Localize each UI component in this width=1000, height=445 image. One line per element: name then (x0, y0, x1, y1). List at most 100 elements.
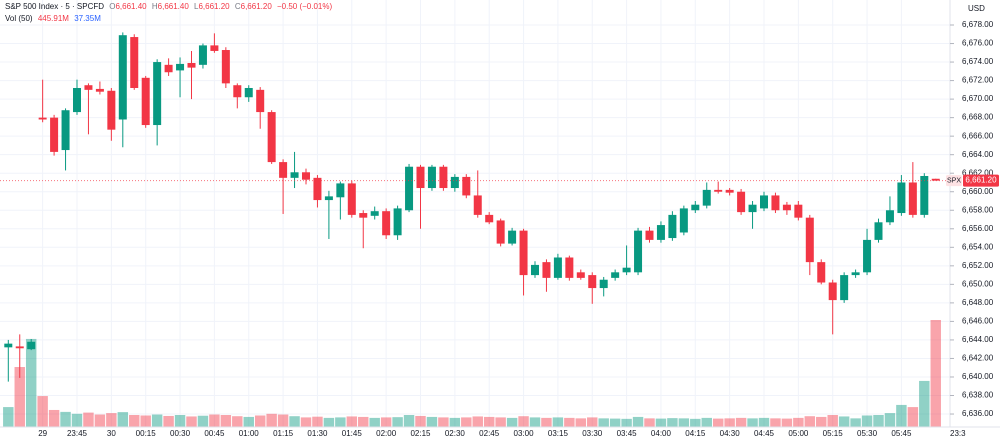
volume-bar (609, 418, 621, 427)
x-tick-label: 05:15 (823, 429, 844, 438)
legend-line-1: S&P 500 Index · 5 · SPCFD O6,661.40 H6,6… (5, 2, 332, 11)
symbol-title: S&P 500 Index · 5 · SPCFD (5, 2, 104, 11)
volume-bar (289, 416, 300, 427)
candle-body (73, 87, 81, 113)
volume-bar (575, 418, 587, 427)
x-tick-label: 02:45 (479, 429, 500, 438)
candle-body (61, 110, 70, 151)
candle-body (702, 189, 711, 206)
last-price-label: 6,661.20 (965, 176, 997, 185)
volume-bar (655, 418, 667, 427)
volume-bar (94, 414, 106, 427)
y-tick-label: 6,648.00 (962, 298, 994, 307)
volume-bar (243, 416, 254, 427)
volume-bar (667, 418, 678, 427)
y-tick-label: 6,676.00 (962, 39, 994, 48)
volume-bar (60, 411, 71, 427)
x-tick-label: 03:30 (582, 429, 603, 438)
candle-body (645, 230, 654, 240)
volume-bar (678, 418, 690, 427)
volume-bar (117, 412, 129, 427)
candle-body (370, 211, 379, 216)
candle-body (393, 208, 402, 236)
x-tick-label: 00:15 (136, 429, 157, 438)
candle-body (359, 213, 368, 218)
volume-bar (369, 417, 380, 427)
y-tick-label: 6,656.00 (962, 224, 994, 233)
x-tick-label: 05:45 (891, 429, 912, 438)
candle-body (164, 64, 173, 73)
candle-body (496, 220, 505, 244)
candle-body (4, 343, 13, 348)
volume-bar (701, 417, 712, 427)
ohlc-value: 6,661.20 (241, 2, 273, 11)
candle-body (324, 196, 333, 201)
ohlc-value: 6,661.40 (158, 2, 190, 11)
volume-bar (346, 416, 358, 427)
y-tick-label: 6,672.00 (962, 76, 994, 85)
candle-body (416, 166, 425, 189)
y-tick-label: 6,644.00 (962, 335, 994, 344)
candle-body (794, 204, 803, 218)
candle-body (382, 211, 391, 236)
candle-body (50, 117, 59, 152)
x-tick-label: 05:00 (788, 429, 809, 438)
volume-label: Vol (50) (5, 14, 33, 23)
ohlc-letter: L (194, 2, 199, 11)
y-tick-label: 6,646.00 (962, 317, 994, 326)
x-tick-label: 01:15 (273, 429, 294, 438)
volume-bar (541, 417, 552, 427)
volume-bar (335, 417, 346, 427)
candle-body (931, 178, 940, 181)
volume-bar (25, 338, 37, 427)
candle-body (153, 62, 162, 126)
volume-bar (461, 417, 472, 427)
y-tick-label: 6,658.00 (962, 205, 994, 214)
volume-bar (529, 417, 541, 427)
candle-body (267, 112, 276, 163)
x-tick-label: 02:00 (376, 429, 397, 438)
axes: 6,636.00 6,638.00 6,640.00 6,642.00 6,644.00… (0, 20, 999, 438)
candle-body (611, 272, 620, 278)
candle-body (290, 172, 299, 178)
x-tick-label: 05:30 (857, 429, 878, 438)
y-tick-label: 6,650.00 (962, 279, 994, 288)
volume-bar (632, 416, 644, 427)
volume-bar (827, 415, 838, 427)
volume-bar (564, 417, 575, 427)
volume-bar (392, 417, 403, 427)
volume-bar (380, 417, 392, 427)
volume-bar (587, 417, 598, 427)
candle-body (542, 262, 551, 278)
volume-bar (129, 415, 140, 427)
candle-body (851, 272, 860, 276)
ohlc-letter: H (152, 2, 158, 11)
volume-bar (506, 417, 518, 427)
volume-bar (300, 417, 312, 427)
x-tick-label: 23:3 (950, 429, 966, 438)
x-tick-label: 02:30 (445, 429, 466, 438)
last-price-box (963, 174, 999, 187)
candle-body (233, 85, 242, 98)
volume-bar (163, 415, 174, 427)
volume-bar (770, 418, 781, 427)
candle-body (565, 257, 574, 278)
y-tick-label: 6,660.00 (962, 187, 994, 196)
candle-body (336, 183, 345, 198)
legend-line-2: Vol (50) 445.91M 37.35M (5, 14, 101, 23)
x-tick-label: 30 (107, 429, 116, 438)
volume-bar (644, 418, 655, 427)
candle-body (874, 222, 883, 240)
candle-body (668, 214, 677, 239)
y-tick-label: 6,652.00 (962, 261, 994, 270)
ohlc-value: 6,661.40 (115, 2, 147, 11)
candle-body (130, 37, 139, 88)
candle-body (27, 341, 36, 350)
volume-bar (850, 418, 861, 427)
volume-bar (106, 413, 117, 427)
candle-body (531, 264, 539, 276)
candle-body (519, 230, 528, 276)
volume-bar (312, 416, 323, 427)
candle-body (462, 176, 471, 196)
